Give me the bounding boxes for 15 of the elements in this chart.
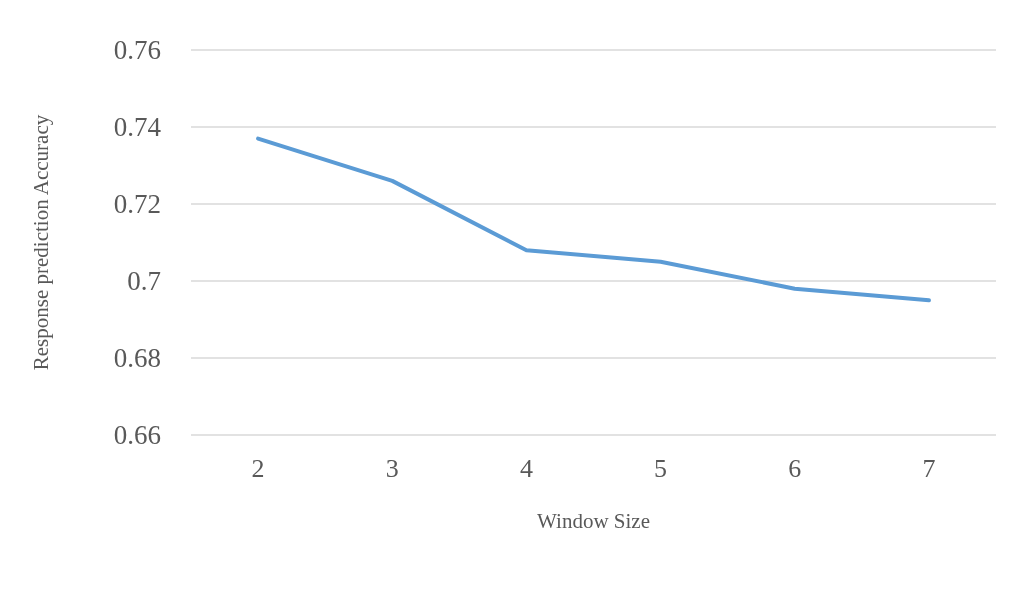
x-tick-label: 4 xyxy=(519,453,533,483)
x-tick-label: 6 xyxy=(788,453,802,483)
x-tick-label: 7 xyxy=(922,453,936,483)
x-tick-label: 5 xyxy=(654,453,668,483)
x-axis-title: Window Size xyxy=(537,508,650,533)
x-tick-label: 3 xyxy=(385,453,399,483)
y-tick-label: 0.76 xyxy=(113,35,161,65)
y-axis-title: Response prediction Accuracy xyxy=(28,114,53,371)
y-tick-label: 0.66 xyxy=(113,420,161,450)
y-tick-label: 0.7 xyxy=(127,266,161,296)
y-tick-label: 0.68 xyxy=(113,343,161,373)
x-tick-label: 2 xyxy=(251,453,265,483)
y-tick-label: 0.72 xyxy=(113,189,161,219)
y-tick-label: 0.74 xyxy=(113,112,162,142)
line-series xyxy=(256,136,931,303)
